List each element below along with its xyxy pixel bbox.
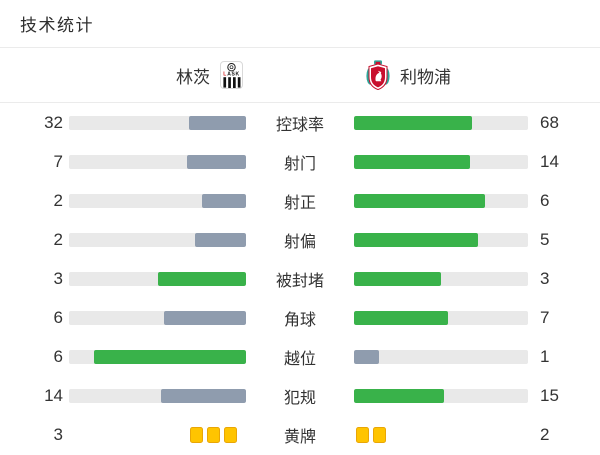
away-stat-bar bbox=[354, 193, 528, 208]
home-stat-bar bbox=[69, 310, 246, 325]
home-stat-bar-fill bbox=[94, 349, 246, 364]
away-stat-bar-fill bbox=[354, 193, 485, 208]
stat-row: 14 犯规 15 bbox=[0, 376, 600, 415]
away-stat-bar-fill bbox=[354, 271, 441, 286]
away-stat-value: 2 bbox=[540, 424, 550, 444]
stat-row: 32 控球率 68 bbox=[0, 103, 600, 142]
page-title: 技术统计 bbox=[20, 16, 94, 35]
away-stat-bar-fill bbox=[354, 310, 448, 325]
away-stat-bar bbox=[354, 271, 528, 286]
home-stat-bar bbox=[69, 193, 246, 208]
home-stat-value: 6 bbox=[53, 346, 63, 366]
stat-label: 射偏 bbox=[283, 233, 316, 251]
stat-label: 控球率 bbox=[275, 116, 324, 134]
home-stat-value: 3 bbox=[53, 268, 63, 288]
home-stat-value: 7 bbox=[53, 151, 63, 171]
away-stat-value: 3 bbox=[540, 268, 550, 288]
away-stat-bar-fill bbox=[354, 388, 444, 403]
stat-label: 射门 bbox=[283, 155, 316, 173]
away-stat-value: 6 bbox=[540, 190, 550, 210]
stat-row: 7 射门 14 bbox=[0, 142, 600, 181]
yellow-card-icon bbox=[207, 426, 220, 443]
away-stat-bar-fill bbox=[354, 232, 479, 247]
home-stat-bar bbox=[69, 271, 246, 286]
away-stat-bar-fill bbox=[354, 154, 470, 169]
away-stat-bar bbox=[354, 349, 528, 364]
away-stat-value: 1 bbox=[540, 346, 550, 366]
teams-header: 林茨 L ASK bbox=[0, 48, 600, 102]
stat-row: 6 角球 7 bbox=[0, 298, 600, 337]
home-stat-bar bbox=[69, 154, 246, 169]
home-stat-bar bbox=[69, 232, 246, 247]
away-team-header: 利物浦 bbox=[300, 48, 600, 102]
liverpool-badge-icon bbox=[366, 60, 390, 90]
home-stat-bar bbox=[69, 115, 246, 130]
away-stat-value: 7 bbox=[540, 307, 550, 327]
lask-badge-icon: L ASK bbox=[220, 61, 243, 89]
svg-text:L: L bbox=[223, 72, 226, 78]
away-yellow-cards bbox=[354, 426, 528, 443]
title-bar: 技术统计 bbox=[0, 0, 600, 47]
stat-label: 被封堵 bbox=[275, 272, 324, 290]
home-stat-bar-fill bbox=[195, 232, 246, 247]
home-stat-bar bbox=[69, 349, 246, 364]
away-team-name: 利物浦 bbox=[400, 67, 451, 87]
home-stat-value: 2 bbox=[53, 229, 63, 249]
home-stat-bar-fill bbox=[160, 388, 246, 403]
stats-list: 32 控球率 68 7 射门 14 2 射正 6 2 射偏 5 3 被封堵 3 6 角球 7 6 越位 1 14 犯规 15 3… bbox=[0, 103, 600, 454]
home-stat-bar-fill bbox=[157, 271, 246, 286]
yellow-card-icon bbox=[224, 426, 237, 443]
home-stat-value: 3 bbox=[53, 424, 63, 444]
away-stat-bar bbox=[354, 115, 528, 130]
stat-row: 3 被封堵 3 bbox=[0, 259, 600, 298]
stat-row: 6 越位 1 bbox=[0, 337, 600, 376]
home-team-header: 林茨 L ASK bbox=[0, 48, 300, 102]
stat-label: 越位 bbox=[283, 350, 316, 368]
yellow-card-icon bbox=[373, 426, 386, 443]
home-stat-bar bbox=[69, 388, 246, 403]
away-stat-bar-fill bbox=[354, 349, 379, 364]
home-team-name: 林茨 bbox=[176, 67, 210, 87]
stat-row: 3 黄牌 2 bbox=[0, 415, 600, 454]
home-stat-bar-fill bbox=[164, 310, 246, 325]
home-stat-value: 6 bbox=[53, 307, 63, 327]
stat-row: 2 射偏 5 bbox=[0, 220, 600, 259]
stat-label: 射正 bbox=[283, 194, 316, 212]
away-stat-bar-fill bbox=[354, 115, 473, 130]
svg-text:ASK: ASK bbox=[227, 72, 240, 78]
home-stat-value: 32 bbox=[44, 112, 63, 132]
yellow-card-icon bbox=[356, 426, 369, 443]
stat-label: 犯规 bbox=[283, 389, 316, 407]
away-stat-value: 15 bbox=[540, 385, 559, 405]
away-stat-value: 5 bbox=[540, 229, 550, 249]
title-divider bbox=[0, 47, 600, 48]
away-stat-bar bbox=[354, 310, 528, 325]
away-stat-value: 14 bbox=[540, 151, 559, 171]
stat-row: 2 射正 6 bbox=[0, 181, 600, 220]
away-stat-bar bbox=[354, 232, 528, 247]
stat-label: 角球 bbox=[283, 311, 316, 329]
home-stat-bar-fill bbox=[187, 154, 246, 169]
stat-label: 黄牌 bbox=[283, 428, 316, 446]
away-stat-bar bbox=[354, 154, 528, 169]
home-stat-bar-fill bbox=[189, 115, 246, 130]
home-stat-bar-fill bbox=[201, 193, 246, 208]
yellow-card-icon bbox=[190, 426, 203, 443]
away-stat-value: 68 bbox=[540, 112, 559, 132]
home-stat-value: 14 bbox=[44, 385, 63, 405]
header-divider bbox=[0, 102, 600, 103]
home-yellow-cards bbox=[69, 426, 246, 443]
away-stat-bar bbox=[354, 388, 528, 403]
home-stat-value: 2 bbox=[53, 190, 63, 210]
